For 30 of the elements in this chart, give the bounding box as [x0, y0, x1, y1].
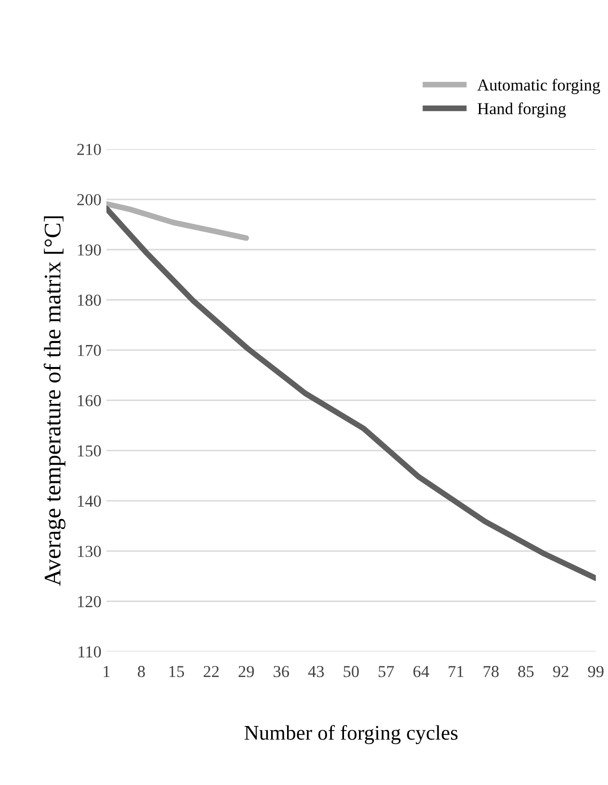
x-axis-title: Number of forging cycles — [244, 725, 458, 744]
x-tick-label: 71 — [448, 666, 464, 678]
x-tick-label: 85 — [518, 666, 534, 678]
y-tick-label: 160 — [78, 395, 101, 406]
y-axis-title: Average temperature of the matrix [°C] — [44, 216, 66, 586]
x-tick-label: 1 — [104, 666, 110, 678]
x-tick-label: 99 — [588, 666, 604, 678]
x-tick-label: 29 — [238, 666, 254, 678]
y-tick-label: 200 — [77, 194, 101, 206]
x-tick-label: 22 — [204, 666, 219, 678]
x-tick-label: 50 — [344, 666, 359, 678]
y-tick-label: 130 — [78, 546, 101, 558]
y-tick-label: 140 — [78, 496, 101, 507]
x-tick-label: 8 — [138, 666, 145, 678]
y-tick-label: 190 — [78, 244, 101, 256]
x-tick-label: 78 — [484, 666, 499, 678]
x-tick-label: 15 — [169, 666, 184, 678]
x-tick-label: 36 — [274, 666, 290, 678]
y-tick-label: 210 — [77, 144, 101, 156]
y-tick-label: 110 — [78, 646, 101, 658]
y-tick-label: 180 — [78, 294, 101, 306]
y-tick-label: 120 — [78, 596, 101, 608]
y-tick-label: 150 — [78, 445, 101, 457]
x-tick-label: 92 — [553, 666, 568, 678]
legend-label: Automatic forging — [477, 78, 600, 94]
x-tick-label: 64 — [413, 666, 430, 678]
y-tick-label: 170 — [78, 344, 101, 356]
legend-label: Hand forging — [478, 102, 566, 118]
x-tick-label: 57 — [378, 666, 394, 678]
x-tick-label: 43 — [308, 666, 324, 678]
